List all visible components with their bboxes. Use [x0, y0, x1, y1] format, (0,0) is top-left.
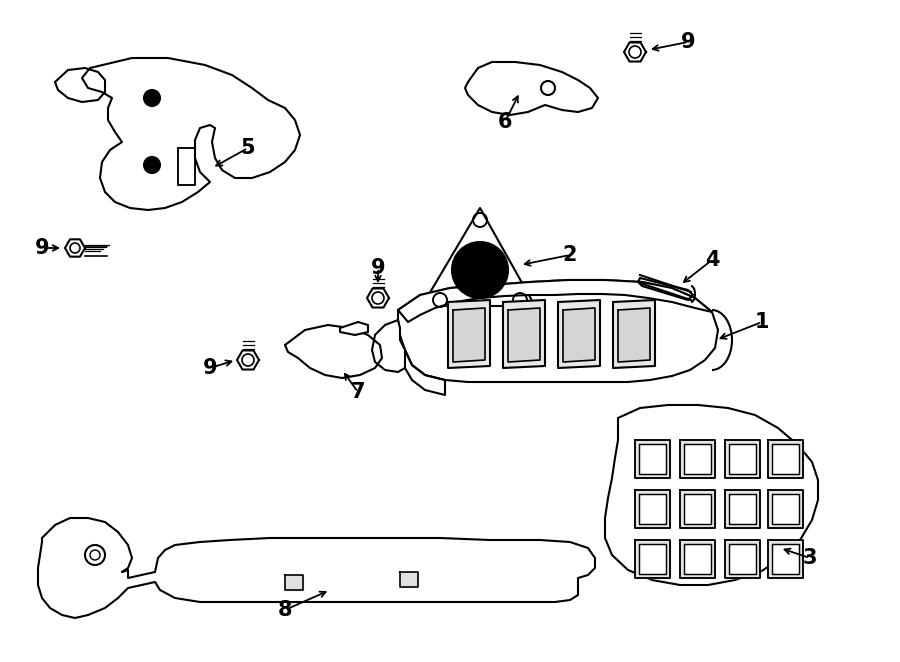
Text: 7: 7 [351, 382, 365, 402]
Polygon shape [635, 440, 670, 478]
Polygon shape [635, 540, 670, 578]
Polygon shape [684, 444, 711, 474]
Polygon shape [772, 544, 799, 574]
Text: 9: 9 [202, 358, 217, 378]
Polygon shape [639, 444, 666, 474]
Polygon shape [558, 300, 600, 368]
Polygon shape [639, 494, 666, 524]
Polygon shape [422, 208, 535, 306]
Polygon shape [38, 518, 595, 618]
Polygon shape [237, 350, 259, 369]
Polygon shape [680, 490, 715, 528]
Polygon shape [605, 405, 818, 585]
Polygon shape [729, 444, 756, 474]
Polygon shape [729, 544, 756, 574]
Polygon shape [453, 308, 485, 362]
Circle shape [144, 157, 160, 173]
Polygon shape [618, 308, 650, 362]
Polygon shape [680, 540, 715, 578]
Polygon shape [448, 300, 490, 368]
Circle shape [147, 160, 157, 170]
Polygon shape [465, 62, 598, 115]
Polygon shape [400, 350, 445, 395]
Polygon shape [398, 280, 712, 322]
Polygon shape [772, 494, 799, 524]
Polygon shape [508, 308, 540, 362]
Circle shape [452, 242, 508, 298]
Polygon shape [340, 322, 368, 335]
Polygon shape [725, 540, 760, 578]
Polygon shape [503, 300, 545, 368]
Text: 1: 1 [755, 312, 770, 332]
Polygon shape [684, 544, 711, 574]
Polygon shape [367, 289, 389, 308]
Polygon shape [768, 540, 803, 578]
Polygon shape [725, 440, 760, 478]
Polygon shape [729, 494, 756, 524]
Polygon shape [768, 490, 803, 528]
Text: 5: 5 [240, 138, 256, 158]
Text: 9: 9 [371, 258, 385, 278]
Polygon shape [684, 494, 711, 524]
Polygon shape [725, 490, 760, 528]
Polygon shape [635, 490, 670, 528]
Text: 8: 8 [278, 600, 293, 620]
Text: 6: 6 [498, 112, 512, 132]
Text: 9: 9 [35, 238, 50, 258]
Text: 2: 2 [562, 245, 577, 265]
Polygon shape [55, 68, 105, 102]
Polygon shape [772, 444, 799, 474]
Polygon shape [680, 440, 715, 478]
Text: 3: 3 [803, 548, 817, 568]
Polygon shape [65, 240, 85, 257]
Polygon shape [613, 300, 655, 368]
Polygon shape [82, 58, 300, 210]
Polygon shape [285, 575, 303, 590]
Polygon shape [768, 440, 803, 478]
Polygon shape [400, 572, 418, 587]
Polygon shape [372, 320, 405, 372]
Text: 4: 4 [705, 250, 719, 270]
Text: 9: 9 [680, 32, 696, 52]
Polygon shape [563, 308, 595, 362]
Polygon shape [639, 544, 666, 574]
Polygon shape [285, 325, 382, 378]
Circle shape [147, 93, 157, 103]
Polygon shape [398, 280, 718, 382]
Circle shape [144, 90, 160, 106]
Polygon shape [624, 42, 646, 62]
Polygon shape [638, 278, 693, 300]
